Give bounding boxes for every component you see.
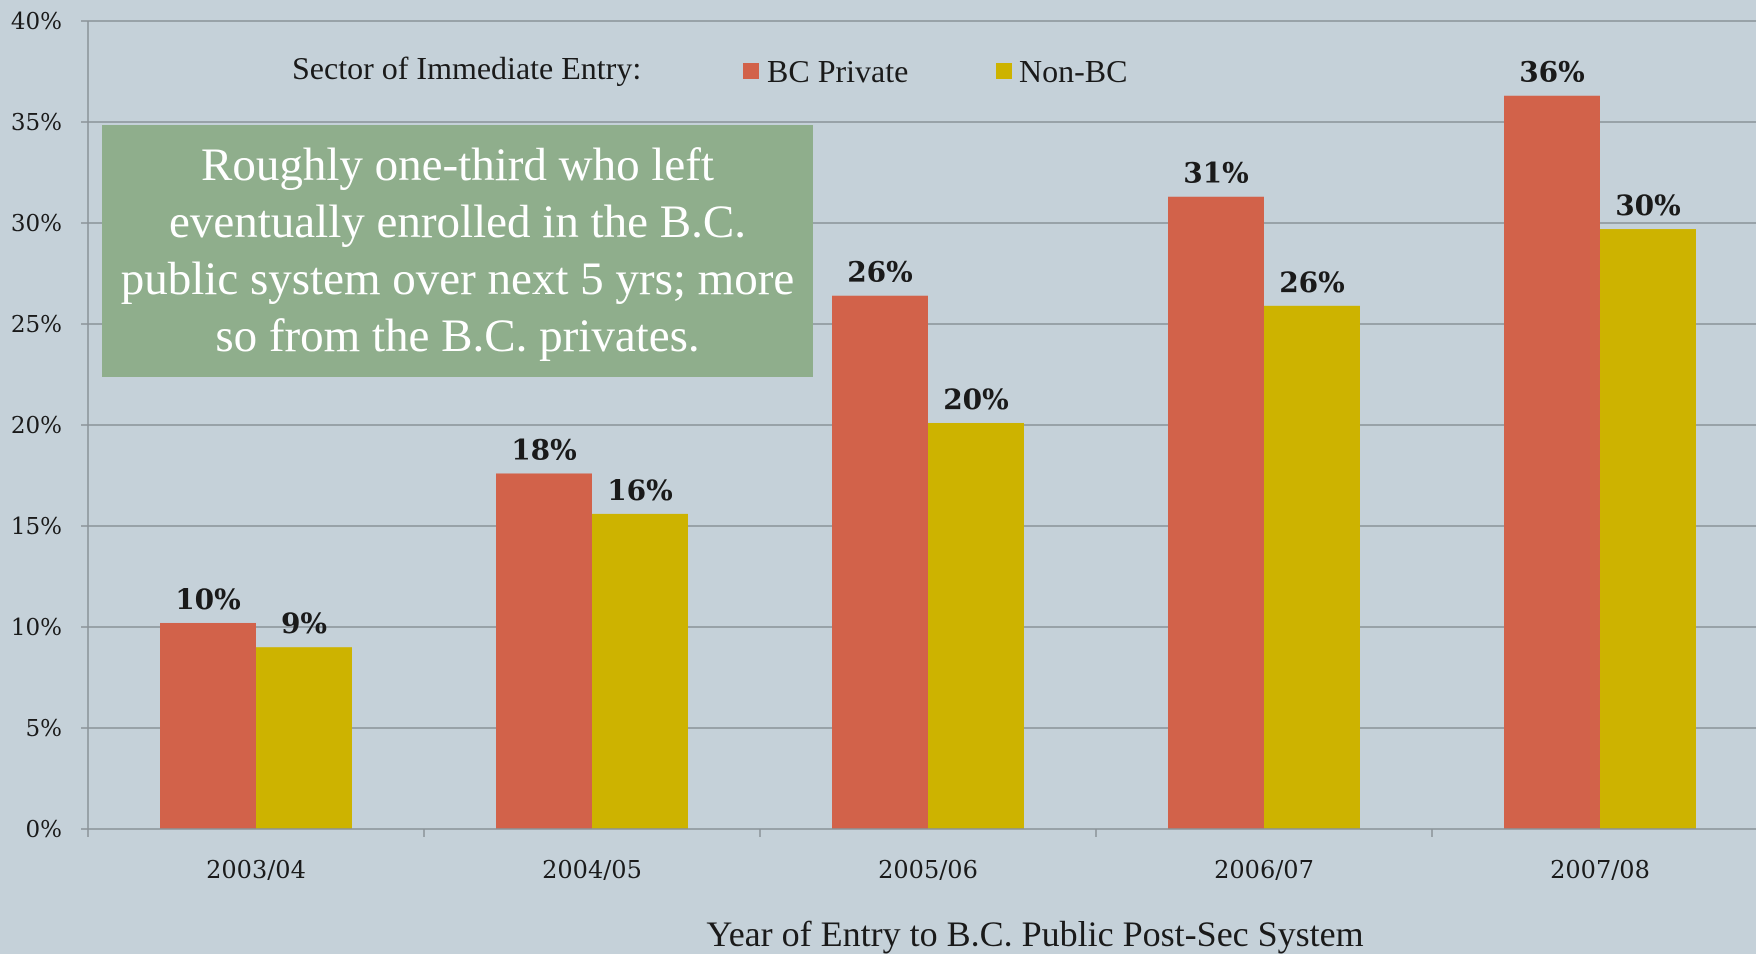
bar-bc-private-2007-08 [1504, 95, 1600, 830]
y-tick-label: 15% [11, 514, 62, 540]
x-axis-title: Year of Entry to B.C. Public Post-Sec Sy… [706, 914, 1363, 954]
bar-non-bc-2003-04 [256, 647, 352, 829]
data-label: 16% [607, 474, 673, 507]
data-label: 36% [1519, 56, 1585, 89]
bar-bc-private-2006-07 [1168, 196, 1264, 830]
data-label: 26% [1279, 266, 1345, 299]
x-tick-label: 2007/08 [1550, 856, 1650, 884]
bar-non-bc-2004-05 [592, 513, 688, 829]
y-axis: 0% 5% 10% 15% 20% 25% 30% 35% 40% [11, 9, 89, 843]
x-tick-label: 2004/05 [542, 856, 642, 884]
bar-bc-private-2003-04 [160, 622, 256, 829]
bar-non-bc-2007-08 [1600, 229, 1696, 829]
x-axis: 2003/04 2004/05 2005/06 2006/07 2007/08 [87, 828, 1756, 884]
y-tick-label: 5% [26, 716, 63, 742]
bar-bc-private-2004-05 [496, 473, 592, 829]
annotation-text: Roughly one-third who left eventually en… [120, 139, 795, 362]
data-label: 26% [847, 256, 913, 289]
x-tick-label: 2005/06 [878, 856, 978, 884]
y-tick-label: 20% [11, 413, 62, 439]
x-tick-label: 2003/04 [206, 856, 306, 884]
data-label: 10% [175, 583, 241, 616]
data-label: 20% [943, 383, 1009, 416]
bars [160, 95, 1696, 830]
data-label: 9% [281, 607, 327, 640]
bar-non-bc-2005-06 [928, 422, 1024, 829]
data-label: 18% [511, 433, 577, 466]
y-tick-label: 30% [11, 211, 62, 237]
legend-swatch-bc-private [743, 63, 759, 79]
y-tick-label: 0% [26, 817, 63, 843]
x-tick-label: 2006/07 [1214, 856, 1314, 884]
legend-title: Sector of Immediate Entry: [292, 50, 641, 86]
y-tick-label: 40% [11, 9, 62, 35]
data-label: 30% [1615, 189, 1681, 222]
legend: Sector of Immediate Entry: BC Private No… [292, 50, 1127, 89]
data-label: 31% [1183, 157, 1249, 190]
data-labels: 10% 9% 18% 16% 26% 20% 31% 26% 36% 30% [175, 56, 1681, 640]
y-tick-label: 10% [11, 615, 62, 641]
y-tick-label: 35% [11, 110, 62, 136]
legend-swatch-non-bc [996, 63, 1012, 79]
y-tick-label: 25% [11, 312, 62, 338]
annotation-box: Roughly one-third who left eventually en… [102, 125, 813, 377]
bar-bc-private-2005-06 [832, 295, 928, 830]
legend-label-bc-private: BC Private [767, 53, 908, 89]
legend-label-non-bc: Non-BC [1019, 53, 1127, 89]
bar-non-bc-2006-07 [1264, 305, 1360, 829]
